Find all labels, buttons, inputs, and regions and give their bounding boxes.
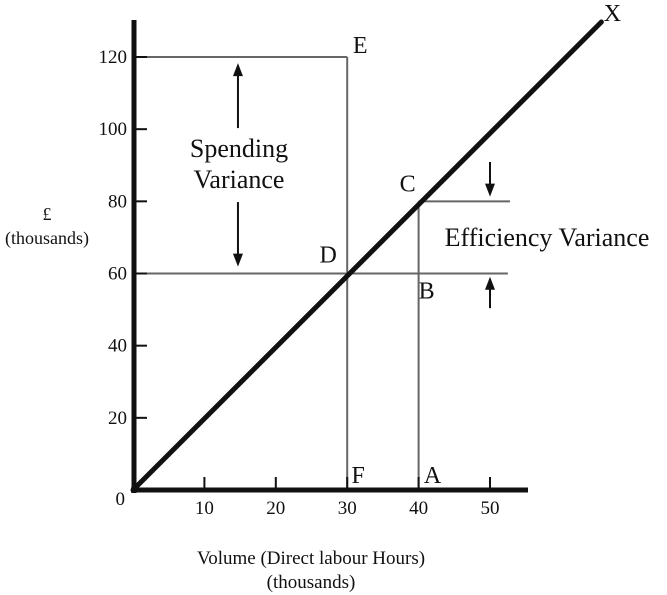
y-tick-label-20: 20 — [108, 408, 127, 429]
point-label-B: B — [419, 279, 435, 305]
x-tick-label-20: 20 — [266, 498, 285, 519]
y-tick-label-40: 40 — [108, 336, 127, 357]
x-axis-label: Volume (Direct labour Hours) (thousands) — [197, 547, 425, 595]
y-axis-label-scale: (thousands) — [5, 228, 89, 248]
x-axis-label-text: Volume (Direct labour Hours) — [196, 548, 426, 569]
annotation-spending-line2: Variance — [193, 165, 285, 194]
origin-label: 0 — [116, 489, 126, 510]
annotation-efficiency-variance: Efficiency Variance — [444, 223, 650, 252]
point-label-A: A — [424, 463, 442, 489]
series-line-X — [130, 19, 604, 493]
x-tick-label-40: 40 — [409, 498, 428, 519]
arrow-head-spending-variance-1 — [232, 253, 243, 267]
y-axis-label-unit: £ — [42, 204, 52, 224]
point-label-D: D — [320, 243, 337, 269]
y-tick-label-100: 100 — [99, 119, 128, 140]
x-tick-label-50: 50 — [481, 498, 500, 519]
point-label-E: E — [353, 33, 368, 59]
x-tick-label-10: 10 — [195, 498, 214, 519]
arrow-head-spending-variance-0 — [232, 63, 243, 77]
y-axis-label: £ (thousands) — [5, 202, 89, 250]
arrow-head-efficiency-variance-2 — [485, 183, 495, 197]
point-label-X: X — [604, 1, 621, 27]
point-label-F: F — [352, 463, 365, 489]
x-axis-label-scale: (thousands) — [266, 572, 356, 593]
x-tick-label-30: 30 — [338, 498, 357, 519]
point-label-C: C — [400, 171, 416, 197]
annotation-spending-line1: Spending — [189, 134, 289, 163]
y-tick-label-60: 60 — [108, 264, 127, 285]
y-tick-label-80: 80 — [108, 191, 127, 212]
arrow-head-efficiency-variance-3 — [485, 276, 495, 290]
y-tick-label-120: 120 — [99, 47, 128, 68]
annotation-spending-variance: Spending Variance — [190, 133, 288, 195]
